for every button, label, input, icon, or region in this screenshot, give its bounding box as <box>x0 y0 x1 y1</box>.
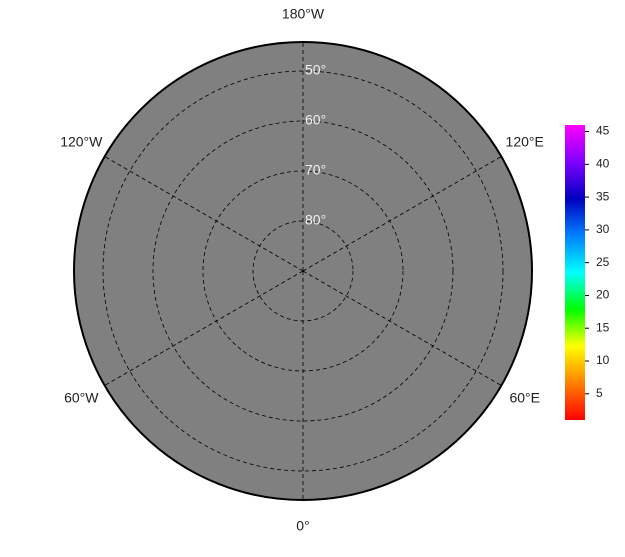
meridian-line <box>104 270 304 386</box>
colorbar-tick-label: 15 <box>596 320 610 334</box>
longitude-label: 180°W <box>282 6 325 22</box>
longitude-label: 60°E <box>509 390 540 406</box>
colorbar <box>565 125 585 420</box>
meridian-line <box>302 270 502 386</box>
colorbar-tick-label: 20 <box>596 288 610 302</box>
colorbar-tick-label: 10 <box>596 353 610 367</box>
latitude-label: 70° <box>305 162 326 178</box>
latitude-label: 50° <box>305 62 326 78</box>
colorbar-tick-label: 40 <box>596 157 610 171</box>
longitude-label: 60°W <box>64 390 99 406</box>
meridian-line <box>302 156 502 272</box>
colorbar-tick-label: 5 <box>596 386 603 400</box>
colorbar-tick-label: 45 <box>596 124 610 138</box>
latitude-label: 80° <box>305 212 326 228</box>
longitude-label: 120°W <box>60 134 103 150</box>
latitude-circle <box>102 70 504 472</box>
latitude-label: 60° <box>305 112 326 128</box>
colorbar-tick-label: 35 <box>596 189 610 203</box>
meridian-line <box>104 156 304 272</box>
longitude-label: 120°E <box>506 134 544 150</box>
longitude-label: 0° <box>296 518 309 534</box>
latitude-circle <box>152 120 454 422</box>
colorbar-tick-label: 25 <box>596 255 610 269</box>
colorbar-tick-label: 30 <box>596 222 610 236</box>
